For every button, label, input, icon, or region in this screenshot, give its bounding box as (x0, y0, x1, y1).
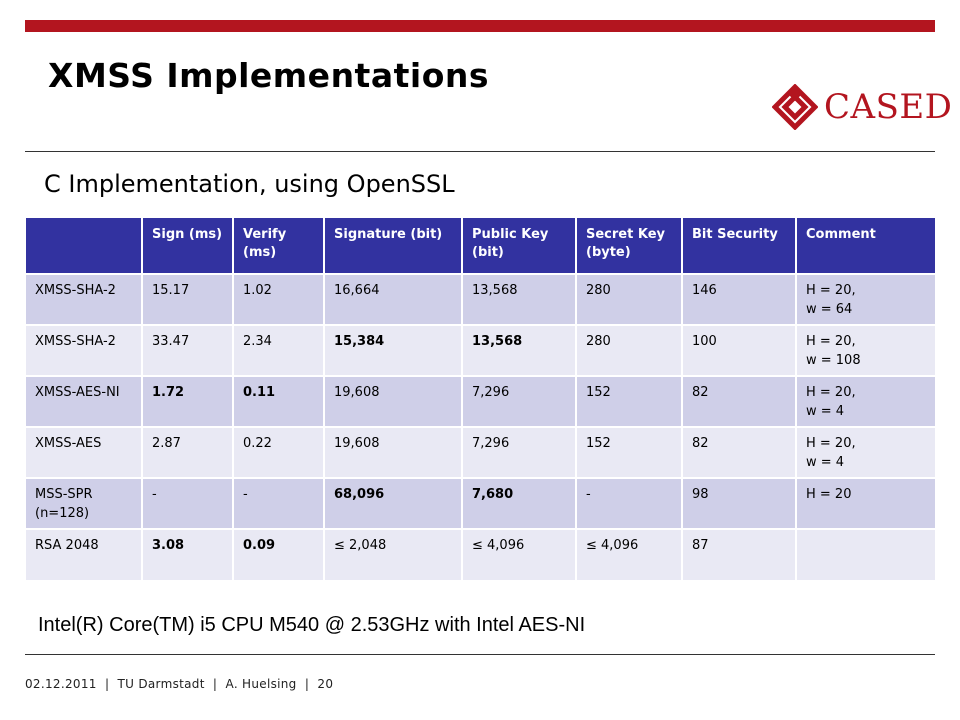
table-body: XMSS-SHA-2 15.17 1.02 16,664 13,568 280 146 H =… (26, 273, 935, 580)
table-cell: 0.11 (233, 375, 325, 427)
row-label-cell: RSA 2048 (26, 528, 143, 580)
row-label-cell: XMSS-SHA-2 (26, 324, 143, 376)
logo-text: CASED (824, 87, 953, 127)
table-cell: 2.87 (142, 426, 234, 478)
table-cell: H = 20, w = 64 (796, 273, 935, 325)
row-label-cell: XMSS-AES (26, 426, 143, 478)
table-cell: 146 (682, 273, 797, 325)
row-label-cell: XMSS-SHA-2 (26, 273, 143, 325)
table-cell: 1.72 (142, 375, 234, 427)
table-cell: 68,096 (324, 477, 463, 529)
table-cell (796, 528, 935, 580)
table-cell: H = 20, w = 108 (796, 324, 935, 376)
table-cell: 0.09 (233, 528, 325, 580)
column-header: Secret Key (byte) (576, 218, 683, 274)
table-cell: 152 (576, 426, 683, 478)
top-accent-bar (25, 20, 935, 32)
table-cell: 13,568 (462, 324, 577, 376)
table-cell: H = 20, w = 4 (796, 375, 935, 427)
footer-org: TU Darmstadt (117, 677, 205, 691)
table-cell: 2.34 (233, 324, 325, 376)
column-header: Signature (bit) (324, 218, 463, 274)
table-cell: 15,384 (324, 324, 463, 376)
column-header: Public Key (bit) (462, 218, 577, 274)
table-row: RSA 2048 3.08 0.09 ≤ 2,048 ≤ 4,096 ≤ 4,096 87 (26, 528, 935, 580)
column-header: Verify (ms) (233, 218, 325, 274)
table-cell: 87 (682, 528, 797, 580)
row-label-cell: XMSS-AES-NI (26, 375, 143, 427)
cased-logo-mark-icon (772, 84, 818, 130)
table-cell: 7,680 (462, 477, 577, 529)
table-cell: - (576, 477, 683, 529)
cased-logo: CASED (772, 84, 952, 132)
table-cell: 13,568 (462, 273, 577, 325)
table-cell: 0.22 (233, 426, 325, 478)
column-header: Sign (ms) (142, 218, 234, 274)
table-cell: 7,296 (462, 426, 577, 478)
table-row: XMSS-AES 2.87 0.22 19,608 7,296 152 82 H = 20, … (26, 426, 935, 478)
slide-subtitle: C Implementation, using OpenSSL (44, 170, 455, 198)
table-row: MSS-SPR (n=128) - -68,096 7,680-98 H = 20 (26, 477, 935, 529)
table-cell: 1.02 (233, 273, 325, 325)
table-cell: 152 (576, 375, 683, 427)
column-header (26, 218, 143, 274)
table-cell: H = 20 (796, 477, 935, 529)
row-label-cell: MSS-SPR (n=128) (26, 477, 143, 529)
column-header: Comment (796, 218, 935, 274)
cpu-note: Intel(R) Core(TM) i5 CPU M540 @ 2.53GHz … (38, 614, 586, 636)
table-cell: ≤ 4,096 (462, 528, 577, 580)
table-cell: H = 20, w = 4 (796, 426, 935, 478)
table-cell: 15.17 (142, 273, 234, 325)
footer-divider (25, 654, 935, 655)
table-header-row: Sign (ms) Verify (ms) Signature (bit) Publi… (26, 218, 935, 274)
results-table: Sign (ms) Verify (ms) Signature (bit) Publi… (26, 218, 935, 580)
header-divider (25, 151, 935, 152)
column-header: Bit Security (682, 218, 797, 274)
table-cell: ≤ 4,096 (576, 528, 683, 580)
table-cell: ≤ 2,048 (324, 528, 463, 580)
table-cell: 19,608 (324, 375, 463, 427)
table-cell: 19,608 (324, 426, 463, 478)
table-cell: 98 (682, 477, 797, 529)
table-cell: - (233, 477, 325, 529)
table-row: XMSS-SHA-2 15.17 1.02 16,664 13,568 280 146 H =… (26, 273, 935, 325)
table-cell: 280 (576, 273, 683, 325)
footer: 02.12.2011 | TU Darmstadt | A. Huelsing … (25, 677, 334, 691)
table-cell: - (142, 477, 234, 529)
table-cell: 100 (682, 324, 797, 376)
table-cell: 33.47 (142, 324, 234, 376)
table-cell: 16,664 (324, 273, 463, 325)
footer-date: 02.12.2011 (25, 677, 97, 691)
table-row: XMSS-SHA-2 33.47 2.34 15,384 13,568 280 100 H =… (26, 324, 935, 376)
table-cell: 82 (682, 426, 797, 478)
slide-title: XMSS Implementations (48, 56, 489, 95)
footer-author: A. Huelsing (225, 677, 297, 691)
table-cell: 7,296 (462, 375, 577, 427)
table-cell: 280 (576, 324, 683, 376)
table-row: XMSS-AES-NI 1.72 0.11 19,608 7,296 152 82 H = 2… (26, 375, 935, 427)
footer-page-number: 20 (317, 677, 334, 691)
table-cell: 3.08 (142, 528, 234, 580)
table-cell: 82 (682, 375, 797, 427)
